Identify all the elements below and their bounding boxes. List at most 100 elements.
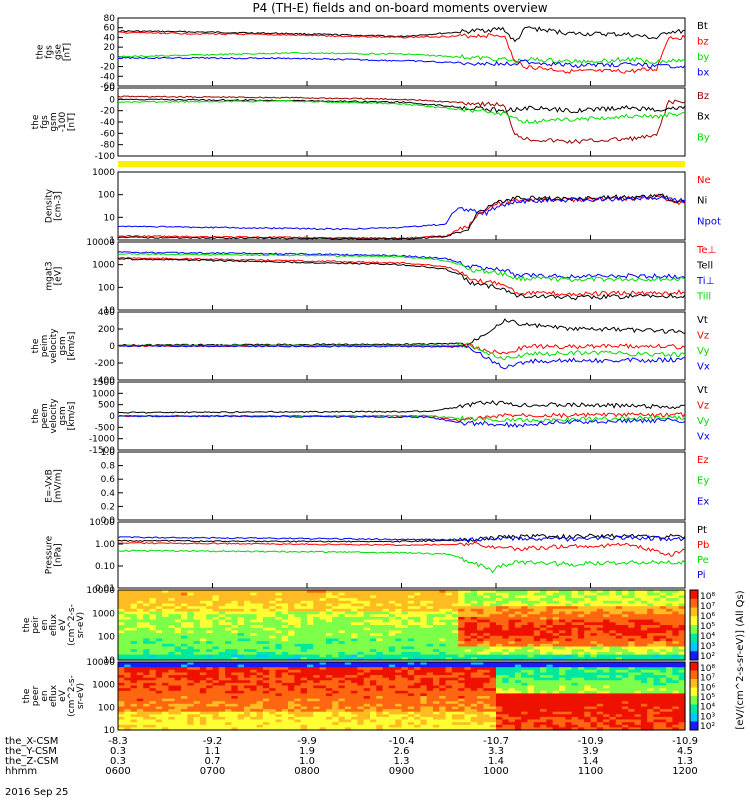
spectrogram-cell xyxy=(269,677,277,681)
spectrogram-cell xyxy=(559,682,566,687)
spectrogram-cell xyxy=(351,664,358,668)
spectrogram-cell xyxy=(565,608,573,613)
spectrogram-cell xyxy=(130,727,138,731)
spectrogram-cell xyxy=(533,719,541,723)
spectrogram-cell xyxy=(666,693,673,697)
spectrogram-cell xyxy=(577,677,585,681)
spectrogram-cell xyxy=(445,654,453,658)
spectrogram-cell xyxy=(615,616,623,621)
spectrogram-cell xyxy=(615,600,623,605)
spectrogram-cell xyxy=(370,614,377,618)
spectrogram-cell xyxy=(262,654,270,658)
spectrogram-cell xyxy=(225,643,232,648)
spectrogram-cell xyxy=(426,703,434,707)
spectrogram-cell xyxy=(489,711,497,715)
spectrogram-cell xyxy=(420,646,428,650)
y-tick-label: 1 xyxy=(109,236,115,246)
spectrogram-cell xyxy=(382,654,390,658)
spectrogram-cell xyxy=(496,662,503,666)
spectrogram-cell xyxy=(502,641,510,645)
spectrogram-cell xyxy=(508,719,516,723)
spectrogram-cell xyxy=(199,651,207,656)
spectrogram-cell xyxy=(584,595,592,599)
spectrogram-cell xyxy=(609,719,617,723)
spectrogram-cell xyxy=(395,727,403,731)
spectrogram-cell xyxy=(212,627,220,631)
spectrogram-cell xyxy=(237,606,245,610)
spectrogram-cell xyxy=(351,598,358,602)
spectrogram-cell xyxy=(426,685,434,689)
colorbar-tick-label: 10² xyxy=(700,652,715,662)
spectrogram-cell xyxy=(559,716,566,721)
spectrogram-cell xyxy=(533,714,541,718)
spectrogram-cell xyxy=(603,719,610,723)
spectrogram-cell xyxy=(225,598,232,602)
spectrogram-cell xyxy=(376,614,384,618)
spectrogram-cell xyxy=(527,592,535,596)
series-line-pi xyxy=(117,535,686,543)
spectrogram-cell xyxy=(647,603,655,607)
spectrogram-cell xyxy=(672,619,680,623)
spectrogram-cell xyxy=(338,641,346,645)
spectrogram-cell xyxy=(577,706,585,710)
spectrogram-cell xyxy=(414,664,421,668)
spectrogram-cell xyxy=(640,688,648,692)
colorbar-tick-label: 10⁴ xyxy=(700,632,715,642)
spectrogram-cell xyxy=(603,622,610,626)
spectrogram-cell xyxy=(496,595,503,599)
spectrogram-cell xyxy=(514,641,522,645)
spectrogram-cell xyxy=(565,625,573,629)
spectrogram-cell xyxy=(225,711,232,715)
spectrogram-cell xyxy=(584,664,592,668)
spectrogram-cell xyxy=(502,669,510,673)
spectrogram-cell xyxy=(307,675,314,679)
spectrogram-cell xyxy=(351,727,358,731)
spectrogram-cell xyxy=(584,703,592,707)
spectrogram-cell xyxy=(426,638,434,642)
spectrogram-cell xyxy=(275,657,283,661)
legend-vx: Vx xyxy=(697,432,710,443)
spectrogram-cell xyxy=(439,719,447,723)
spectrogram-cell xyxy=(388,716,396,721)
spectrogram-cell xyxy=(609,619,617,623)
spectrogram-cell xyxy=(584,641,592,645)
spectrogram-cell xyxy=(533,651,541,656)
spectrogram-cell xyxy=(118,598,125,602)
spectrogram-cell xyxy=(407,646,415,650)
spectrogram-cell xyxy=(225,716,232,721)
spectrogram-cell xyxy=(370,603,377,607)
spectrogram-cell xyxy=(489,698,497,702)
spectrogram-cell xyxy=(508,722,516,726)
spectrogram-cell xyxy=(212,603,220,607)
spectrogram-cell xyxy=(269,685,277,689)
spectrogram-cell xyxy=(420,690,428,694)
spectrogram-cell xyxy=(483,630,491,634)
spectrogram-cell xyxy=(628,611,636,615)
spectrogram-cell xyxy=(672,680,680,684)
spectrogram-cell xyxy=(508,724,516,728)
spectrogram-cell xyxy=(376,600,384,605)
spectrogram-cell xyxy=(351,667,358,671)
spectrogram-cell xyxy=(130,680,138,684)
spectrogram-cell xyxy=(231,685,239,689)
spectrogram-cell xyxy=(672,625,680,629)
spectrogram-cell xyxy=(388,680,396,684)
spectrogram-cell xyxy=(533,614,541,618)
spectrogram-cell xyxy=(250,716,258,721)
spectrogram-cell xyxy=(332,649,340,653)
spectrogram-cell xyxy=(294,693,302,697)
spectrogram-cell xyxy=(262,690,270,694)
spectrogram-cell xyxy=(382,696,390,700)
spectrogram-cell xyxy=(533,669,541,673)
spectrogram-cell xyxy=(174,611,182,615)
spectrogram-cell xyxy=(300,664,308,668)
spectrogram-cell xyxy=(653,643,661,648)
spectrogram-cell xyxy=(212,727,220,731)
spectrogram-cell xyxy=(136,590,144,594)
spectrogram-cell xyxy=(477,698,484,702)
spectrogram-cell xyxy=(527,722,535,726)
spectrogram-cell xyxy=(118,595,125,599)
spectrogram-cell xyxy=(458,703,466,707)
spectrogram-cell xyxy=(325,711,333,715)
spectrogram-cell xyxy=(596,688,604,692)
